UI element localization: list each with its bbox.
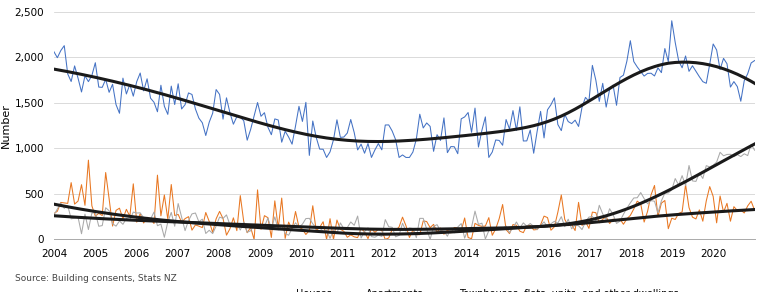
Y-axis label: Number: Number [1, 103, 10, 148]
Text: Source: Building consents, Stats NZ: Source: Building consents, Stats NZ [15, 274, 177, 283]
Legend: Houses, Apartments, Townhouses, flats, units, and other dwellings: Houses, Apartments, Townhouses, flats, u… [266, 285, 682, 292]
